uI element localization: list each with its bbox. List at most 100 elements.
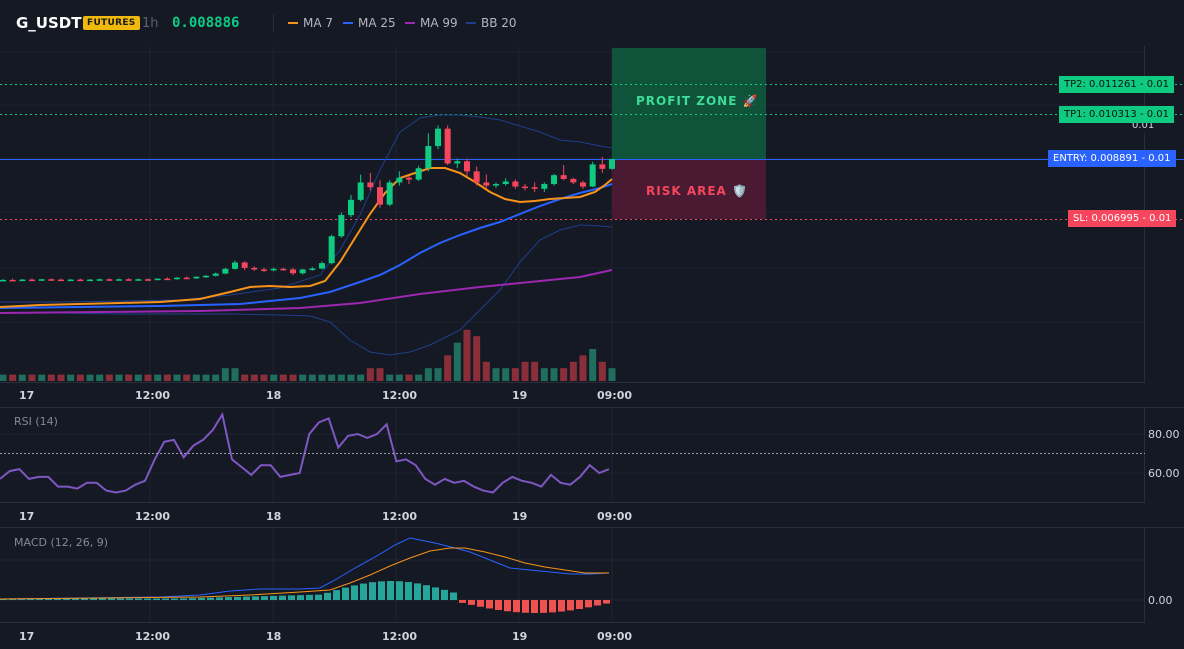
- candle[interactable]: [386, 180, 393, 207]
- candle[interactable]: [522, 184, 528, 191]
- candle[interactable]: [241, 261, 248, 271]
- candle[interactable]: [174, 277, 180, 280]
- candle[interactable]: [415, 165, 422, 181]
- profit-zone[interactable]: [612, 48, 766, 159]
- candle[interactable]: [328, 234, 335, 265]
- candle-body: [261, 269, 267, 271]
- candle[interactable]: [77, 278, 84, 282]
- candle[interactable]: [96, 278, 103, 281]
- legend-bb20[interactable]: BB 20: [466, 16, 517, 30]
- symbol-title[interactable]: G_USDT: [16, 14, 82, 32]
- entry-tag[interactable]: ENTRY: 0.008891 - 0.01: [1048, 150, 1176, 167]
- candle-body: [464, 161, 470, 172]
- candle-body: [58, 279, 64, 282]
- candle[interactable]: [87, 278, 93, 282]
- candle[interactable]: [493, 182, 499, 188]
- candle[interactable]: [183, 276, 190, 280]
- timeframe-selector[interactable]: 1h: [142, 16, 159, 31]
- candle[interactable]: [425, 133, 432, 172]
- candle[interactable]: [58, 278, 64, 282]
- candle[interactable]: [348, 195, 354, 218]
- candle[interactable]: [464, 158, 470, 177]
- candle[interactable]: [38, 278, 45, 281]
- macd-title[interactable]: MACD (12, 26, 9): [14, 536, 109, 549]
- candle[interactable]: [222, 267, 229, 275]
- candle[interactable]: [531, 182, 538, 192]
- candle[interactable]: [512, 179, 519, 189]
- candle[interactable]: [483, 174, 490, 189]
- rsi-title[interactable]: RSI (14): [14, 415, 58, 428]
- candle[interactable]: [454, 158, 461, 169]
- candle[interactable]: [164, 277, 171, 281]
- header-divider: [273, 14, 274, 32]
- candle[interactable]: [560, 165, 567, 181]
- candle[interactable]: [0, 279, 6, 282]
- macd-hist-bar: [387, 581, 394, 600]
- candle-body: [377, 187, 383, 205]
- candle[interactable]: [125, 278, 132, 281]
- candle[interactable]: [48, 278, 55, 281]
- candle[interactable]: [338, 212, 345, 238]
- candle[interactable]: [589, 161, 596, 188]
- candle[interactable]: [444, 125, 451, 166]
- candle[interactable]: [541, 182, 548, 192]
- tp2-label: TP2: 0.011261: [1064, 79, 1137, 90]
- candle[interactable]: [609, 158, 615, 170]
- candle-body: [222, 268, 229, 274]
- candle[interactable]: [106, 278, 113, 281]
- candle[interactable]: [357, 174, 364, 202]
- candle[interactable]: [135, 278, 142, 281]
- candle[interactable]: [473, 166, 480, 186]
- candle-body: [106, 279, 113, 281]
- macd-hist-bar: [324, 592, 331, 600]
- candle[interactable]: [145, 278, 151, 281]
- time-label: 19: [512, 510, 528, 523]
- candle[interactable]: [406, 176, 412, 185]
- candle[interactable]: [116, 278, 122, 281]
- candle[interactable]: [551, 173, 557, 186]
- legend-ma7[interactable]: MA 7: [288, 16, 333, 30]
- candle[interactable]: [232, 260, 238, 270]
- candle[interactable]: [9, 278, 16, 282]
- candle[interactable]: [377, 180, 383, 208]
- candle[interactable]: [435, 125, 441, 150]
- candle[interactable]: [154, 278, 161, 281]
- candle[interactable]: [570, 177, 577, 185]
- candle[interactable]: [29, 278, 35, 282]
- tp2-tag[interactable]: TP2: 0.011261 - 0.01: [1059, 76, 1174, 93]
- candle[interactable]: [502, 178, 509, 186]
- candle[interactable]: [309, 266, 316, 271]
- candle[interactable]: [367, 172, 374, 191]
- macd-line: [0, 537, 610, 600]
- candle[interactable]: [261, 267, 267, 273]
- sl-tag[interactable]: SL: 0.006995 - 0.01: [1068, 210, 1177, 227]
- macd-hist-bar: [423, 585, 430, 600]
- candle[interactable]: [212, 272, 219, 277]
- tp1-tag[interactable]: TP1: 0.010313 - 0.01: [1059, 106, 1174, 123]
- risk-zone[interactable]: [612, 159, 766, 219]
- candle[interactable]: [193, 276, 200, 279]
- legend-swatch-icon: [405, 21, 415, 24]
- legend-ma99[interactable]: MA 99: [405, 16, 458, 30]
- candle[interactable]: [599, 157, 606, 173]
- candle[interactable]: [290, 267, 296, 276]
- macd-hist-bar: [153, 598, 160, 600]
- candle[interactable]: [319, 261, 325, 270]
- volume-bar: [357, 374, 365, 381]
- candle[interactable]: [299, 268, 306, 275]
- candlestick-series[interactable]: [0, 125, 615, 282]
- volume-bar: [347, 374, 355, 381]
- candle[interactable]: [280, 267, 287, 271]
- candle-body: [551, 175, 557, 185]
- candle[interactable]: [270, 267, 277, 272]
- candle[interactable]: [396, 171, 403, 186]
- candle[interactable]: [19, 278, 26, 282]
- legend-ma25[interactable]: MA 25: [343, 16, 396, 30]
- candle[interactable]: [67, 278, 74, 282]
- candle[interactable]: [203, 275, 209, 278]
- volume-bar: [173, 374, 181, 381]
- macd-hist-bar: [144, 598, 151, 600]
- candle[interactable]: [580, 180, 586, 189]
- candle[interactable]: [251, 266, 258, 271]
